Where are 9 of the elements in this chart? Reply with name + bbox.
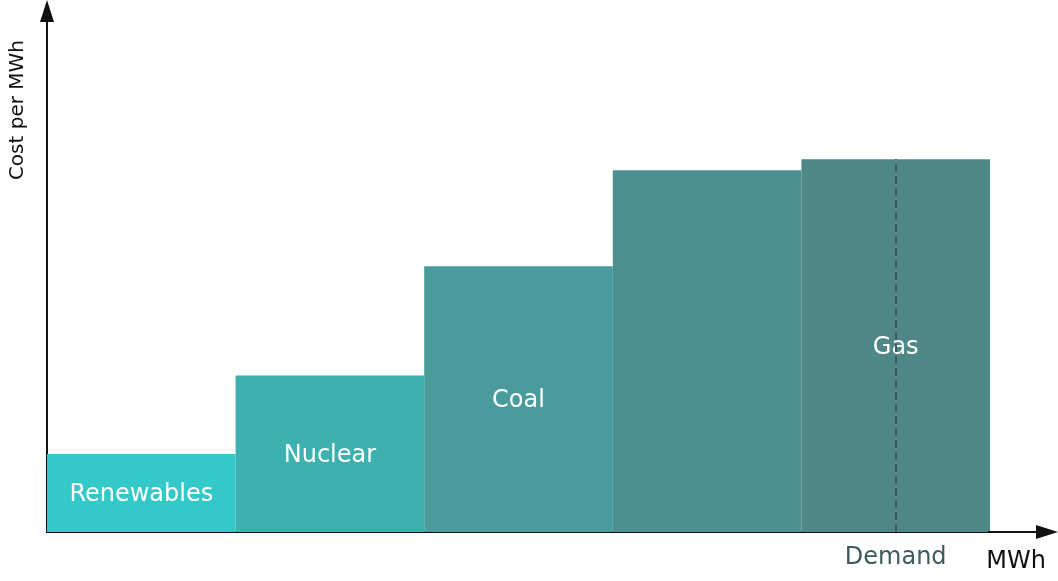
ref-line-label: Demand <box>844 542 947 570</box>
x-tick-label: Renewables <box>69 479 214 508</box>
y-axis-title: Cost per MWh <box>4 40 28 181</box>
x-tick-label: Gas <box>872 331 919 360</box>
x-tick-label: Coal <box>492 385 545 414</box>
bar <box>235 375 425 532</box>
bar <box>47 454 236 532</box>
x-axis-title: MWh <box>986 546 1046 574</box>
x-tick-label: Nuclear <box>283 439 377 468</box>
